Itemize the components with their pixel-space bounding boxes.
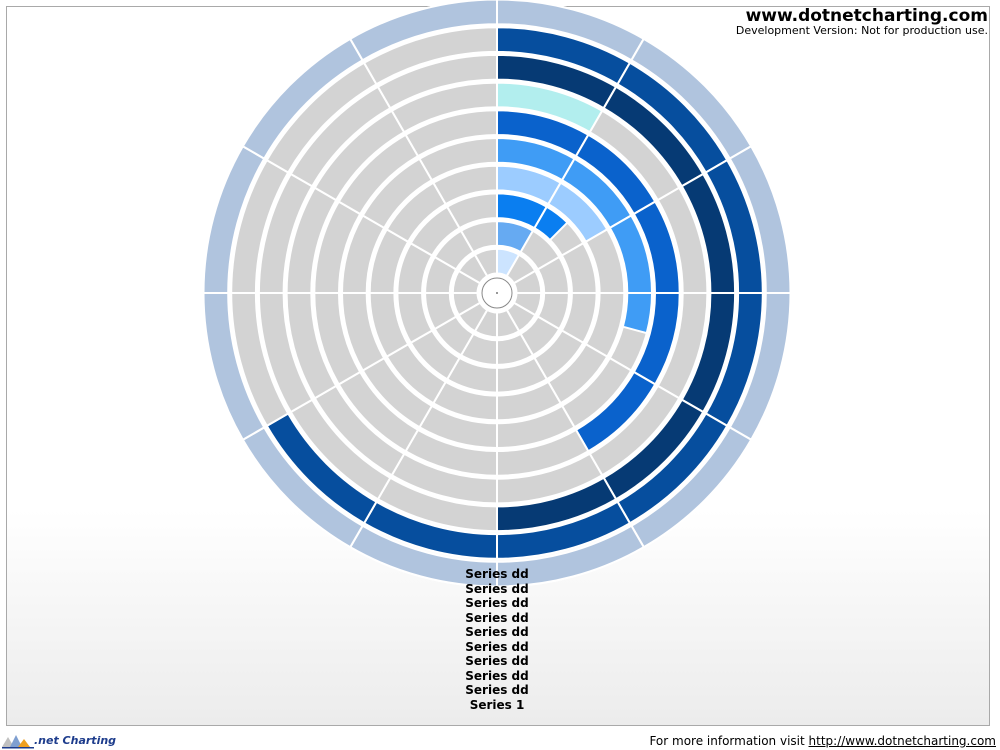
footer-info: For more information visit http://www.do…: [649, 734, 996, 748]
legend-entry: Series 1: [469, 697, 525, 712]
legend-entry: Series dd: [465, 639, 529, 654]
legend-entry: Series dd: [465, 683, 529, 697]
center-dot: [496, 292, 498, 294]
logo-chart-icon: [2, 735, 34, 749]
ring-9-track-segment: [362, 26, 498, 86]
legend-entry: Series dd: [465, 668, 529, 683]
dev-notice: Development Version: Not for production …: [735, 24, 988, 37]
dotnetcharting-logo: .net Charting: [2, 733, 116, 749]
legend-entry: Series dd: [465, 610, 529, 625]
legend-entry: Series dd: [465, 596, 529, 610]
ring-1-track-segment: [473, 247, 498, 278]
footer-info-text: For more information visit: [649, 734, 809, 748]
legend-entry: Series dd: [465, 581, 529, 596]
ring-5-track-segment: [418, 136, 498, 182]
ring-2-track-segment: [459, 220, 498, 254]
site-title: www.dotnetcharting.com: [745, 6, 988, 26]
ring-8-track-segment: [376, 53, 498, 110]
legend-entry: Series dd: [465, 567, 529, 581]
website-link[interactable]: http://www.dotnetcharting.com: [808, 734, 996, 748]
legend-entry: Series dd: [465, 654, 529, 668]
legend-entry: Series dd: [465, 625, 529, 639]
ring-4-track-segment: [431, 164, 498, 206]
ring-5-value-segment[interactable]: [621, 292, 654, 335]
ring-3-track-segment: [445, 192, 498, 230]
logo-text: .net Charting: [34, 734, 117, 747]
legend: Series dd Series dd Series dd Series dd Seri…: [0, 567, 994, 712]
ring-6-track-segment: [404, 109, 498, 158]
ring-7-track-segment: [390, 81, 498, 134]
ring-3-value-segment[interactable]: [533, 205, 569, 242]
ring-10-value-segment[interactable]: [348, 0, 498, 62]
